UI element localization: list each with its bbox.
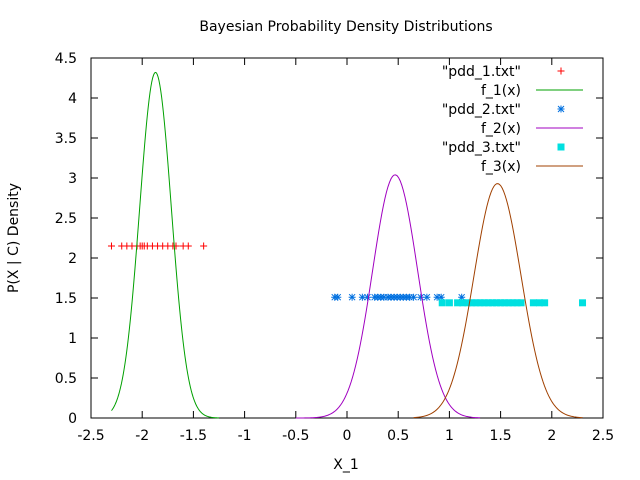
data-point-3 [410,293,418,301]
x-tick-label: 1 [445,428,454,444]
y-tick-label: 2.5 [55,211,77,227]
x-tick-label: 0 [343,428,352,444]
data-point-5 [513,299,521,307]
data-point-5 [497,299,505,307]
legend-label: f_2(x) [481,121,521,137]
series-line-2 [111,71,220,419]
legend-marker-sample [557,105,565,113]
data-point-5 [476,299,484,307]
x-tick-label: -2 [135,428,149,444]
y-tick-label: 0 [68,411,77,427]
legend: "pdd_1.txt" f_1(x) "pdd_2.txt" f_2(x) "pdd_3… [442,64,583,175]
y-tick-label: 3.5 [55,131,77,147]
data-point-3 [363,293,371,301]
data-point-5 [438,299,446,307]
data-point-3 [423,293,431,301]
x-tick-label: 0.5 [387,428,409,444]
y-tick-label: 4 [68,91,77,107]
data-point-5 [509,299,517,307]
data-point-3 [458,293,466,301]
data-point-3 [437,293,445,301]
data-point-5 [488,299,496,307]
series-line-4 [295,174,481,419]
legend-marker-sample [557,67,565,75]
legend-label: f_3(x) [481,159,521,175]
data-point-5 [541,299,549,307]
y-axis: 0 0.5 1 1.5 2 2.5 3 3.5 4 4.5 [55,51,603,427]
x-tick-label: 2 [547,428,556,444]
data-point-5 [529,299,537,307]
y-axis-label: P(X | C) Density [6,183,22,293]
y-tick-label: 0.5 [55,371,77,387]
chart-title: Bayesian Probability Density Distributio… [199,19,492,35]
data-point-5 [480,299,488,307]
data-point-5 [472,299,480,307]
y-tick-label: 3 [68,171,77,187]
x-tick-label: 1.5 [489,428,511,444]
x-axis: -2.5 -2 -1.5 -1 -0.5 0 0.5 1 1.5 2 2.5 [77,58,614,444]
data-point-1 [107,242,115,250]
data-point-5 [493,299,501,307]
data-point-5 [579,299,587,307]
data-point-3 [348,293,356,301]
x-tick-label: -1 [238,428,252,444]
legend-label: "pdd_1.txt" [442,64,521,80]
data-point-5 [459,299,467,307]
data-point-5 [517,299,525,307]
y-tick-label: 4.5 [55,51,77,67]
y-tick-label: 2 [68,251,77,267]
data-point-5 [445,299,453,307]
data-point-5 [501,299,509,307]
x-tick-label: -0.5 [282,428,309,444]
data-point-5 [468,299,476,307]
data-point-3 [405,293,413,301]
data-point-5 [505,299,513,307]
data-point-3 [433,293,441,301]
data-point-5 [454,299,462,307]
data-point-1 [184,242,192,250]
legend-label: "pdd_3.txt" [442,140,521,156]
legend-marker-sample [557,143,565,151]
legend-label: "pdd_2.txt" [442,102,521,118]
x-tick-label: -2.5 [77,428,104,444]
data-point-3 [358,293,366,301]
y-tick-label: 1 [68,331,77,347]
data-point-3 [417,293,425,301]
y-tick-label: 1.5 [55,291,77,307]
data-point-1 [172,242,180,250]
data-point-5 [464,299,472,307]
data-point-3 [334,293,342,301]
x-tick-label: 2.5 [592,428,614,444]
data-point-5 [536,299,544,307]
series-line-6 [413,183,583,419]
x-axis-label: X_1 [333,457,359,473]
data-point-5 [484,299,492,307]
data-point-1 [200,242,208,250]
legend-label: f_1(x) [481,83,521,99]
data-point-3 [380,293,388,301]
plot-series [107,71,587,419]
x-tick-label: -1.5 [180,428,207,444]
